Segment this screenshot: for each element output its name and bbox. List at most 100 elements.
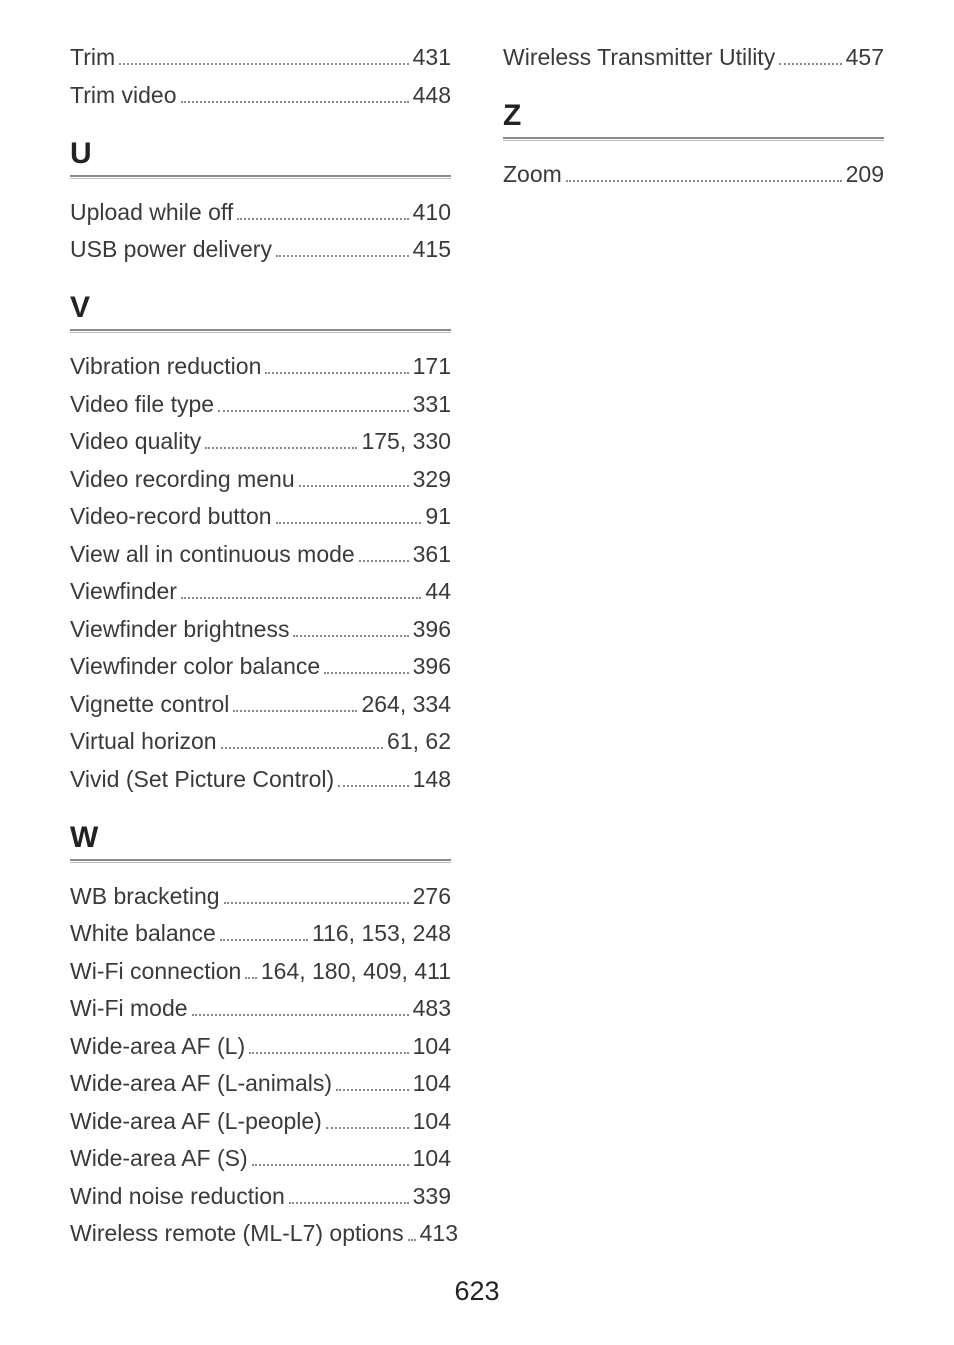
index-entry-label: Viewfinder brightness [70, 618, 289, 641]
index-leader-dots [192, 1014, 409, 1016]
index-entry-pages: 61, 62 [387, 730, 451, 753]
index-leader-dots [408, 1239, 416, 1241]
index-leader-dots [119, 63, 409, 65]
index-leader-dots [293, 635, 408, 637]
index-leader-dots [359, 560, 409, 562]
index-entry-label: Vibration reduction [70, 355, 261, 378]
index-letter: V [70, 291, 451, 325]
index-entry-label: Viewfinder [70, 580, 177, 603]
index-entry-pages: 410 [413, 201, 451, 224]
index-entry-pages: 329 [413, 468, 451, 491]
index-entry-pages: 104 [413, 1072, 451, 1095]
index-entry-pages: 44 [425, 580, 451, 603]
index-entry-pages: 171 [413, 355, 451, 378]
index-entry-pages: 104 [413, 1035, 451, 1058]
index-entry-label: USB power delivery [70, 238, 272, 261]
index-entry: Wide-area AF (L-people) 104 [70, 1110, 451, 1133]
index-entry: Video file type 331 [70, 393, 451, 416]
index-leader-dots [249, 1052, 409, 1054]
index-entry-label: Wi-Fi connection [70, 960, 241, 983]
index-entry-label: Vignette control [70, 693, 229, 716]
index-entry: View all in continuous mode 361 [70, 543, 451, 566]
index-leader-dots [218, 410, 409, 412]
index-entry-label: View all in continuous mode [70, 543, 355, 566]
index-entry: Vivid (Set Picture Control) 148 [70, 768, 451, 791]
index-entry-pages: 361 [413, 543, 451, 566]
index-letter-rule [70, 329, 451, 333]
index-entry: Video recording menu 329 [70, 468, 451, 491]
index-leader-dots [221, 747, 383, 749]
index-entry-pages: 331 [413, 393, 451, 416]
index-columns: Trim 431Trim video 448UUpload while off … [70, 46, 884, 1260]
index-leader-dots [566, 180, 842, 182]
index-entry: Wireless remote (ML-L7) options 413 [70, 1222, 451, 1245]
index-entry: White balance 116, 153, 248 [70, 922, 451, 945]
index-entry-label: Wireless remote (ML-L7) options [70, 1222, 404, 1245]
index-entry-label: Wind noise reduction [70, 1185, 285, 1208]
index-leader-dots [265, 372, 408, 374]
index-entry-pages: 483 [413, 997, 451, 1020]
index-entry-pages: 448 [413, 84, 451, 107]
index-letter-rule [503, 137, 884, 141]
index-entry-pages: 264, 334 [361, 693, 451, 716]
index-entry: Viewfinder 44 [70, 580, 451, 603]
index-entry: Vignette control 264, 334 [70, 693, 451, 716]
index-entry-pages: 116, 153, 248 [312, 922, 451, 945]
index-entry: Wi-Fi connection 164, 180, 409, 411 [70, 960, 451, 983]
index-entry-label: Wide-area AF (L) [70, 1035, 245, 1058]
index-letter: W [70, 821, 451, 855]
index-letter-rule [70, 175, 451, 179]
index-entry: Wide-area AF (S) 104 [70, 1147, 451, 1170]
index-entry-pages: 276 [413, 885, 451, 908]
index-entry-label: Trim [70, 46, 115, 69]
index-leader-dots [224, 902, 409, 904]
left-column: Trim 431Trim video 448UUpload while off … [70, 46, 451, 1260]
index-entry: Zoom 209 [503, 163, 884, 186]
index-entry-pages: 175, 330 [361, 430, 451, 453]
index-leader-dots [233, 710, 357, 712]
index-entry-label: Wide-area AF (S) [70, 1147, 248, 1170]
index-entry: Video quality 175, 330 [70, 430, 451, 453]
index-entry-pages: 339 [413, 1185, 451, 1208]
index-entry: Viewfinder color balance 396 [70, 655, 451, 678]
index-entry-label: Wireless Transmitter Utility [503, 46, 775, 69]
index-entry-pages: 164, 180, 409, 411 [261, 960, 451, 983]
index-leader-dots [338, 785, 408, 787]
index-entry-label: Upload while off [70, 201, 233, 224]
index-letter: Z [503, 99, 884, 133]
index-leader-dots [299, 485, 409, 487]
index-entry: Virtual horizon 61, 62 [70, 730, 451, 753]
index-entry-label: Wide-area AF (L-animals) [70, 1072, 332, 1095]
index-entry: Wide-area AF (L-animals) 104 [70, 1072, 451, 1095]
index-entry-label: Wi-Fi mode [70, 997, 188, 1020]
index-entry-pages: 431 [413, 46, 451, 69]
index-leader-dots [252, 1164, 409, 1166]
index-leader-dots [181, 597, 421, 599]
index-entry-label: Zoom [503, 163, 562, 186]
index-leader-dots [220, 939, 308, 941]
index-leader-dots [205, 447, 357, 449]
index-entry-label: Vivid (Set Picture Control) [70, 768, 334, 791]
index-entry-label: WB bracketing [70, 885, 220, 908]
index-entry-pages: 104 [413, 1110, 451, 1133]
index-entry: Trim 431 [70, 46, 451, 69]
index-entry-label: Wide-area AF (L-people) [70, 1110, 322, 1133]
index-entry-label: Video file type [70, 393, 214, 416]
index-leader-dots [326, 1127, 409, 1129]
index-entry-pages: 209 [846, 163, 884, 186]
index-entry: Wireless Transmitter Utility 457 [503, 46, 884, 69]
index-entry: Video-record button 91 [70, 505, 451, 528]
index-entry-pages: 457 [846, 46, 884, 69]
index-entry-label: White balance [70, 922, 216, 945]
index-leader-dots [237, 218, 408, 220]
index-entry-pages: 413 [420, 1222, 458, 1245]
index-entry: Wide-area AF (L) 104 [70, 1035, 451, 1058]
index-entry: Wind noise reduction 339 [70, 1185, 451, 1208]
index-entry: WB bracketing 276 [70, 885, 451, 908]
index-leader-dots [181, 101, 409, 103]
index-entry-label: Video recording menu [70, 468, 295, 491]
index-entry-pages: 396 [413, 618, 451, 641]
index-entry: Viewfinder brightness 396 [70, 618, 451, 641]
index-entry: Trim video 448 [70, 84, 451, 107]
index-entry: USB power delivery 415 [70, 238, 451, 261]
